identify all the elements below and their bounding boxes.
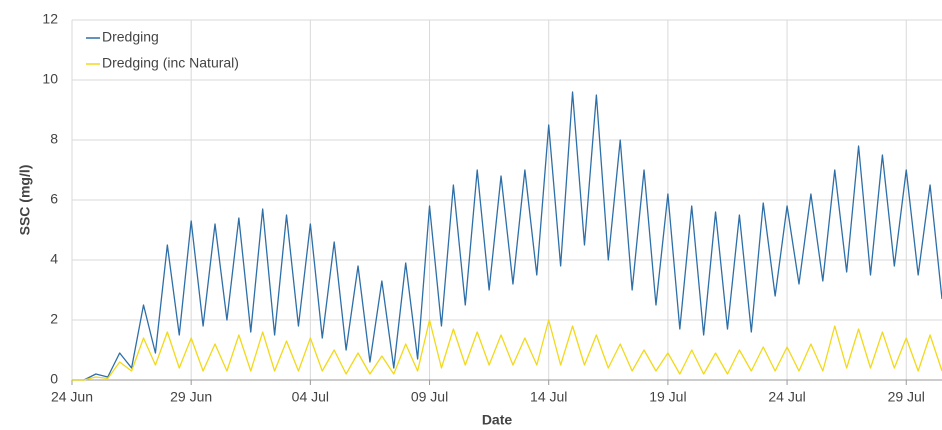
series-line bbox=[72, 91, 942, 381]
y-axis-label: SSC (mg/l) bbox=[17, 165, 33, 236]
x-tick-label: 24 Jun bbox=[51, 389, 93, 405]
x-tick-label: 19 Jul bbox=[649, 389, 686, 405]
x-tick-label: 04 Jul bbox=[292, 389, 329, 405]
legend-label: Dredging bbox=[102, 29, 159, 45]
legend-label: Dredging (inc Natural) bbox=[102, 55, 239, 71]
series-line bbox=[72, 319, 942, 381]
y-tick-label: 8 bbox=[50, 131, 58, 147]
y-tick-label: 2 bbox=[50, 311, 58, 327]
y-tick-label: 10 bbox=[42, 71, 58, 87]
y-tick-label: 6 bbox=[50, 191, 58, 207]
x-tick-label: 14 Jul bbox=[530, 389, 567, 405]
x-tick-label: 29 Jul bbox=[888, 389, 925, 405]
y-tick-label: 12 bbox=[42, 11, 58, 27]
y-tick-label: 4 bbox=[50, 251, 58, 267]
x-axis-label: Date bbox=[482, 412, 513, 428]
x-tick-label: 24 Jul bbox=[768, 389, 805, 405]
x-tick-label: 09 Jul bbox=[411, 389, 448, 405]
x-tick-label: 29 Jun bbox=[170, 389, 212, 405]
y-tick-label: 0 bbox=[50, 371, 58, 387]
